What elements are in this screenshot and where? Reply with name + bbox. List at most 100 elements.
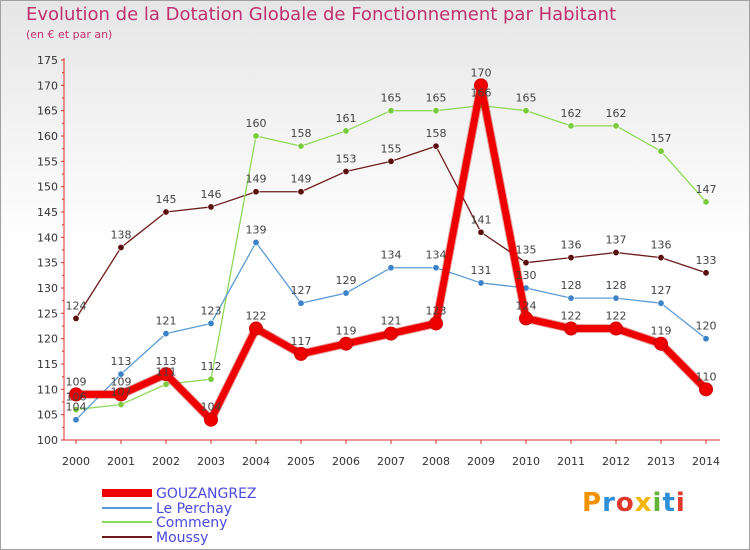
data-label-commeny: 165 bbox=[426, 92, 447, 105]
data-point-le-perchay bbox=[117, 370, 125, 378]
proxiti-logo: Proxiti bbox=[582, 488, 686, 518]
legend-label-moussy: Moussy bbox=[156, 530, 208, 546]
data-label-moussy: 133 bbox=[696, 254, 717, 267]
data-point-commeny bbox=[297, 142, 305, 150]
data-label-moussy: 141 bbox=[471, 213, 492, 226]
data-label-gouzangrez: 109 bbox=[66, 375, 87, 388]
x-tick-label: 2008 bbox=[422, 455, 450, 468]
data-label-moussy: 135 bbox=[516, 244, 537, 257]
x-tick-label: 2005 bbox=[287, 455, 315, 468]
data-point-gouzangrez bbox=[519, 311, 533, 326]
data-label-le-perchay: 129 bbox=[336, 274, 357, 287]
data-point-commeny bbox=[657, 147, 665, 155]
data-label-le-perchay: 139 bbox=[246, 223, 267, 236]
data-point-gouzangrez bbox=[564, 321, 578, 336]
series-line-moussy bbox=[75, 145, 707, 320]
legend-label-gouzangrez: GOUZANGREZ bbox=[156, 486, 257, 502]
data-label-commeny: 160 bbox=[246, 117, 267, 130]
data-point-moussy bbox=[297, 188, 305, 196]
x-tick-label: 2002 bbox=[152, 455, 180, 468]
data-point-moussy bbox=[117, 243, 125, 251]
data-point-commeny bbox=[342, 127, 350, 135]
x-tick-label: 2010 bbox=[512, 455, 540, 468]
y-tick-label: 150 bbox=[37, 181, 58, 194]
logo-letter: i bbox=[675, 488, 686, 518]
data-point-gouzangrez bbox=[474, 78, 488, 93]
data-label-commeny: 112 bbox=[201, 360, 222, 373]
data-label-moussy: 138 bbox=[111, 228, 132, 241]
logo-letter: r bbox=[602, 488, 616, 518]
data-point-gouzangrez bbox=[429, 316, 443, 331]
data-point-moussy bbox=[657, 254, 665, 262]
data-label-gouzangrez: 121 bbox=[381, 315, 402, 328]
y-tick-label: 155 bbox=[37, 155, 58, 168]
y-tick-label: 175 bbox=[37, 54, 58, 67]
data-point-commeny bbox=[117, 401, 125, 409]
data-label-moussy: 149 bbox=[291, 173, 312, 186]
data-label-gouzangrez: 122 bbox=[246, 310, 267, 323]
data-point-gouzangrez bbox=[69, 387, 83, 402]
data-label-moussy: 136 bbox=[561, 239, 582, 252]
data-label-commeny: 162 bbox=[561, 107, 582, 120]
data-point-moussy bbox=[342, 167, 350, 175]
x-tick-label: 2004 bbox=[242, 455, 270, 468]
data-point-le-perchay bbox=[612, 294, 620, 302]
data-label-gouzangrez: 110 bbox=[696, 370, 717, 383]
x-tick-label: 2001 bbox=[107, 455, 135, 468]
data-point-gouzangrez bbox=[159, 367, 173, 382]
data-labels: 124 138 145 146 149 149 153 155 158 141 135 136 137 1… bbox=[66, 66, 717, 413]
x-tick-label: 2006 bbox=[332, 455, 360, 468]
data-label-moussy: 145 bbox=[156, 193, 177, 206]
logo-letter: x bbox=[634, 488, 653, 518]
data-point-le-perchay bbox=[297, 299, 305, 307]
data-point-moussy bbox=[432, 142, 440, 150]
data-point-moussy bbox=[477, 228, 485, 236]
data-point-le-perchay bbox=[702, 335, 710, 343]
data-label-le-perchay: 127 bbox=[291, 284, 312, 297]
data-point-moussy bbox=[207, 203, 215, 211]
logo-letter: P bbox=[582, 488, 603, 518]
legend-label-commeny: Commeny bbox=[156, 515, 227, 531]
data-label-le-perchay: 131 bbox=[471, 264, 492, 277]
data-label-commeny: 157 bbox=[651, 132, 672, 145]
data-label-moussy: 137 bbox=[606, 234, 627, 247]
data-label-commeny: 162 bbox=[606, 107, 627, 120]
data-point-commeny bbox=[612, 122, 620, 130]
data-point-gouzangrez bbox=[294, 346, 308, 361]
data-label-le-perchay: 134 bbox=[381, 249, 402, 262]
data-label-moussy: 146 bbox=[201, 188, 222, 201]
data-point-gouzangrez bbox=[384, 326, 398, 341]
x-tick-label: 2011 bbox=[557, 455, 585, 468]
data-label-gouzangrez: 104 bbox=[201, 401, 222, 414]
y-tick-label: 100 bbox=[37, 434, 58, 447]
data-label-le-perchay: 113 bbox=[111, 355, 132, 368]
logo-letter: t bbox=[662, 488, 676, 518]
data-point-le-perchay bbox=[477, 279, 485, 287]
y-tick-label: 165 bbox=[37, 105, 58, 118]
data-point-le-perchay bbox=[72, 416, 80, 424]
data-label-commeny: 158 bbox=[291, 127, 312, 140]
data-point-le-perchay bbox=[342, 289, 350, 297]
data-point-le-perchay bbox=[252, 238, 260, 246]
data-label-moussy: 149 bbox=[246, 173, 267, 186]
data-point-moussy bbox=[612, 249, 620, 257]
data-point-moussy bbox=[72, 314, 80, 322]
data-label-commeny: 165 bbox=[516, 92, 537, 105]
data-label-le-perchay: 123 bbox=[201, 304, 222, 317]
data-label-gouzangrez: 122 bbox=[561, 310, 582, 323]
y-tick-label: 145 bbox=[37, 206, 58, 219]
data-point-gouzangrez bbox=[249, 321, 263, 336]
data-point-le-perchay bbox=[162, 330, 170, 338]
data-label-moussy: 124 bbox=[66, 299, 87, 312]
data-label-gouzangrez: 119 bbox=[336, 325, 357, 338]
logo-letter: o bbox=[615, 488, 635, 518]
data-label-moussy: 158 bbox=[426, 127, 447, 140]
data-point-gouzangrez bbox=[609, 321, 623, 336]
legend-label-le-perchay: Le Perchay bbox=[156, 501, 232, 517]
data-point-moussy bbox=[522, 259, 530, 267]
data-label-gouzangrez: 123 bbox=[426, 304, 447, 317]
x-tick-label: 2000 bbox=[62, 455, 90, 468]
data-point-moussy bbox=[387, 157, 395, 165]
chart-subtitle: (en € et par an) bbox=[26, 28, 113, 41]
